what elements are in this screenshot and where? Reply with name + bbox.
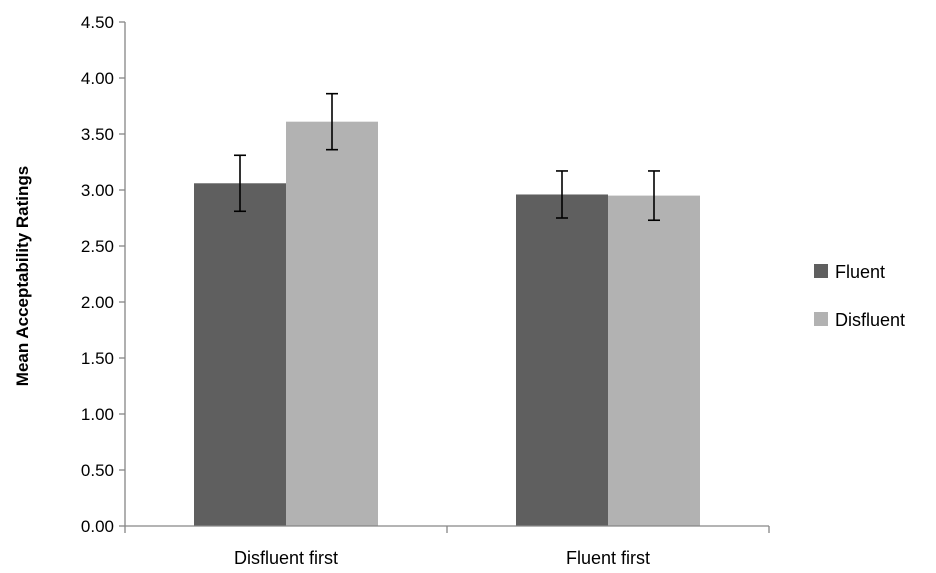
bar-fluent-0 [194, 183, 286, 526]
error-bar-disfluent-1 [648, 170, 660, 222]
error-bar-disfluent-0 [326, 92, 338, 151]
y-axis-title: Mean Acceptability Ratings [13, 166, 32, 386]
y-tick-label: 0.50 [81, 461, 114, 480]
y-tick-label: 4.00 [81, 69, 114, 88]
x-axis: Disfluent first Fluent first [124, 525, 770, 568]
x-category-label: Fluent first [566, 548, 650, 568]
y-tick-label: 0.00 [81, 517, 114, 536]
legend-swatch [814, 312, 828, 326]
y-tick-label: 3.50 [81, 125, 114, 144]
bar-fluent-1 [516, 194, 608, 527]
legend-item-fluent: Fluent [814, 262, 885, 282]
error-bars [234, 92, 660, 222]
legend-swatch [814, 264, 828, 278]
bar-disfluent-1 [608, 195, 700, 526]
y-tick-label: 2.50 [81, 237, 114, 256]
legend-label: Fluent [835, 262, 885, 282]
y-tick-label: 2.00 [81, 293, 114, 312]
x-category-label: Disfluent first [234, 548, 338, 568]
bars [194, 121, 700, 527]
y-axis: 0.00 0.50 1.00 1.50 2.00 2.50 3.00 3.50 4.00 4.50 [81, 13, 126, 536]
legend-label: Disfluent [835, 310, 905, 330]
legend-item-disfluent: Disfluent [814, 310, 905, 330]
y-tick-label: 4.50 [81, 13, 114, 32]
y-tick-label: 1.50 [81, 349, 114, 368]
error-bar-fluent-1 [556, 170, 568, 219]
bar-disfluent-0 [286, 121, 378, 527]
error-bar-fluent-0 [234, 154, 246, 213]
y-tick-label: 3.00 [81, 181, 114, 200]
legend: Fluent Disfluent [814, 262, 905, 330]
y-tick-label: 1.00 [81, 405, 114, 424]
